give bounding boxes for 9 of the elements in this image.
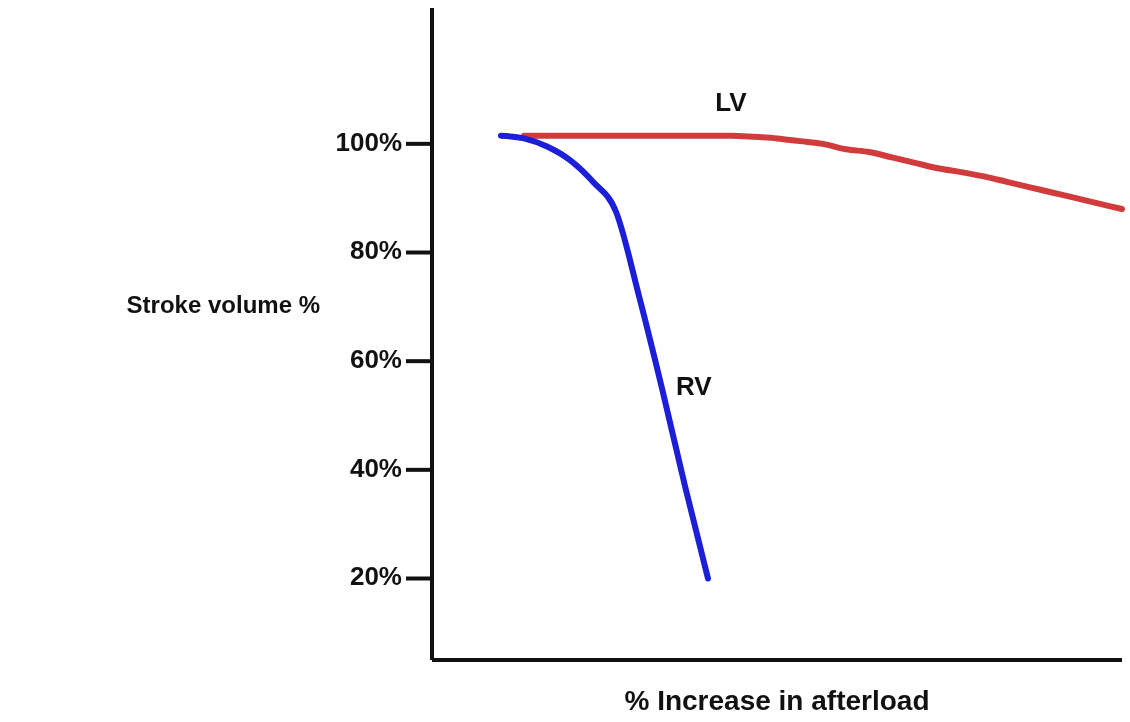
x-axis-title: % Increase in afterload xyxy=(624,685,930,716)
series-label: LV xyxy=(715,86,748,117)
y-tick-label: 20% xyxy=(349,561,402,592)
series-label: RV xyxy=(676,371,713,402)
y-tick-label: 60% xyxy=(349,344,402,375)
y-axis-title: Stroke volume % xyxy=(126,291,320,319)
y-tick-label: 100% xyxy=(335,126,402,157)
y-tick-label: 80% xyxy=(349,235,402,266)
y-tick-label: 40% xyxy=(349,452,402,483)
